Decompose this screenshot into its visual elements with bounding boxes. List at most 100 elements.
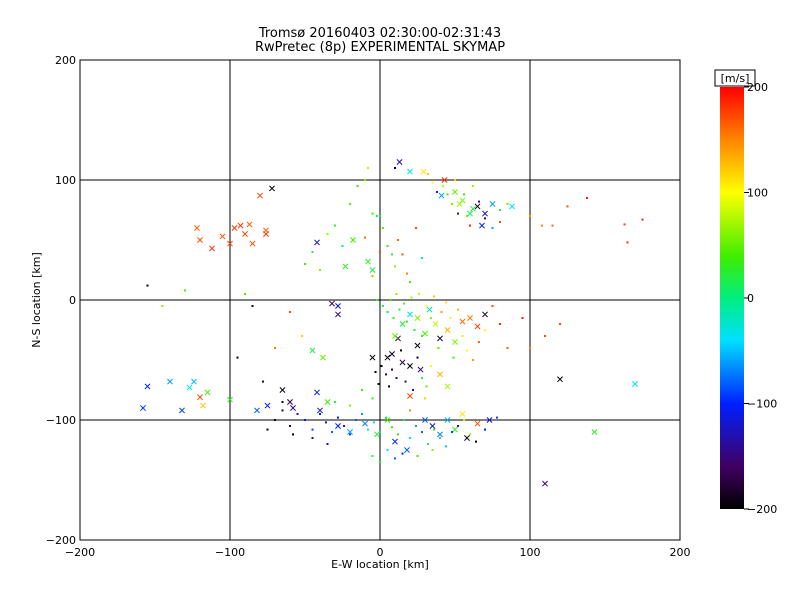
- x-axis-label: E-W location [km]: [331, 558, 429, 571]
- data-point-dot: [425, 305, 428, 307]
- data-point-dot: [433, 295, 435, 298]
- data-point-dot: [373, 421, 375, 424]
- data-point-cross: [441, 177, 448, 183]
- data-point-cross: [420, 168, 427, 175]
- data-point-cross: [392, 438, 398, 445]
- data-point-dot: [337, 416, 339, 419]
- data-point-cross: [347, 429, 353, 435]
- data-point-dot: [361, 413, 363, 415]
- data-point-cross: [459, 318, 466, 325]
- data-point-cross: [426, 306, 433, 313]
- data-point-dot: [349, 404, 351, 407]
- data-point-dot: [446, 193, 449, 196]
- data-point-dot: [382, 305, 384, 307]
- data-point-dot: [437, 347, 440, 349]
- data-point-cross: [314, 389, 320, 396]
- data-point-cross: [437, 431, 443, 438]
- y-tick-label: 100: [55, 174, 76, 187]
- data-point-cross: [452, 189, 458, 195]
- data-point-dot: [371, 275, 374, 277]
- data-point-dot: [484, 428, 486, 431]
- data-point-dot: [401, 452, 404, 455]
- data-point-cross: [194, 225, 200, 231]
- data-point-cross: [557, 376, 563, 383]
- data-point-dot: [379, 431, 381, 433]
- data-point-cross: [369, 354, 376, 361]
- data-point-dot: [385, 373, 387, 376]
- data-point-dot: [452, 356, 455, 359]
- data-point-dot: [184, 289, 186, 292]
- data-point-cross: [140, 405, 146, 411]
- x-tick-label: −100: [215, 546, 245, 559]
- data-point-dot: [436, 191, 438, 193]
- chart-title: Tromsø 20160403 02:30:00-02:31:43: [258, 26, 501, 41]
- data-point-cross: [479, 222, 485, 229]
- data-point-cross: [482, 210, 488, 217]
- data-point-cross: [407, 393, 413, 399]
- data-point-dot: [461, 335, 464, 337]
- data-point-cross: [179, 407, 185, 414]
- data-point-cross: [407, 168, 413, 175]
- data-point-cross: [219, 233, 226, 240]
- data-point-cross: [444, 383, 451, 390]
- colorbar-tick-label: 0: [747, 292, 754, 305]
- data-point-dot: [421, 335, 423, 337]
- data-point-cross: [290, 405, 296, 411]
- data-point-dot: [397, 433, 399, 436]
- data-point-dot: [409, 409, 411, 412]
- data-point-dot: [415, 425, 417, 427]
- y-tick-label: 0: [69, 294, 76, 307]
- data-point-dot: [506, 203, 509, 205]
- data-point-cross: [335, 311, 341, 318]
- data-point-cross: [197, 237, 203, 243]
- data-point-cross: [314, 239, 320, 246]
- data-point-cross: [257, 192, 263, 199]
- x-tick-label: −200: [65, 546, 95, 559]
- data-point-cross: [227, 240, 233, 247]
- data-point-cross: [335, 423, 341, 429]
- data-point-cross: [242, 231, 248, 237]
- data-point-dot: [413, 329, 416, 331]
- data-point-cross: [231, 225, 238, 231]
- data-point-dot: [379, 461, 381, 463]
- data-point-dot: [325, 421, 327, 424]
- data-point-cross: [474, 203, 481, 210]
- data-point-dot: [349, 433, 351, 436]
- data-point-dot: [301, 335, 303, 337]
- data-point-dot: [521, 317, 524, 319]
- data-point-dot: [244, 293, 246, 295]
- data-point-dot: [404, 380, 407, 383]
- data-point-dot: [371, 212, 374, 215]
- data-point-cross: [414, 315, 421, 321]
- grid-lines: [80, 60, 680, 540]
- data-point-dot: [374, 371, 377, 373]
- data-point-cross: [399, 321, 406, 327]
- data-point-cross: [422, 417, 428, 423]
- data-point-dot: [311, 251, 314, 253]
- data-point-cross: [429, 423, 436, 429]
- data-point-dot: [451, 431, 453, 433]
- colorbar-label: [m/s]: [721, 72, 750, 85]
- data-point-cross: [399, 359, 406, 366]
- data-point-cross: [422, 330, 428, 337]
- data-point-cross: [191, 378, 197, 385]
- data-point-dot: [416, 356, 419, 359]
- data-point-cross: [309, 347, 316, 354]
- data-point-cross: [279, 387, 286, 393]
- data-point-dot: [355, 419, 357, 421]
- y-tick-label: 200: [55, 54, 76, 67]
- data-point-dot: [146, 284, 149, 287]
- data-point-dot: [496, 416, 498, 419]
- colorbar-tick-label: 200: [747, 81, 768, 94]
- data-point-dot: [623, 223, 626, 226]
- data-point-cross: [249, 240, 256, 247]
- data-point-dot: [403, 302, 405, 305]
- data-point-dot: [367, 428, 369, 431]
- data-point-cross: [209, 245, 215, 252]
- data-point-dot: [457, 308, 459, 311]
- data-point-dot: [484, 217, 486, 220]
- data-point-dot: [421, 257, 423, 259]
- data-point-dot: [466, 349, 468, 352]
- data-point-dot: [472, 185, 474, 187]
- data-point-dot: [529, 215, 531, 217]
